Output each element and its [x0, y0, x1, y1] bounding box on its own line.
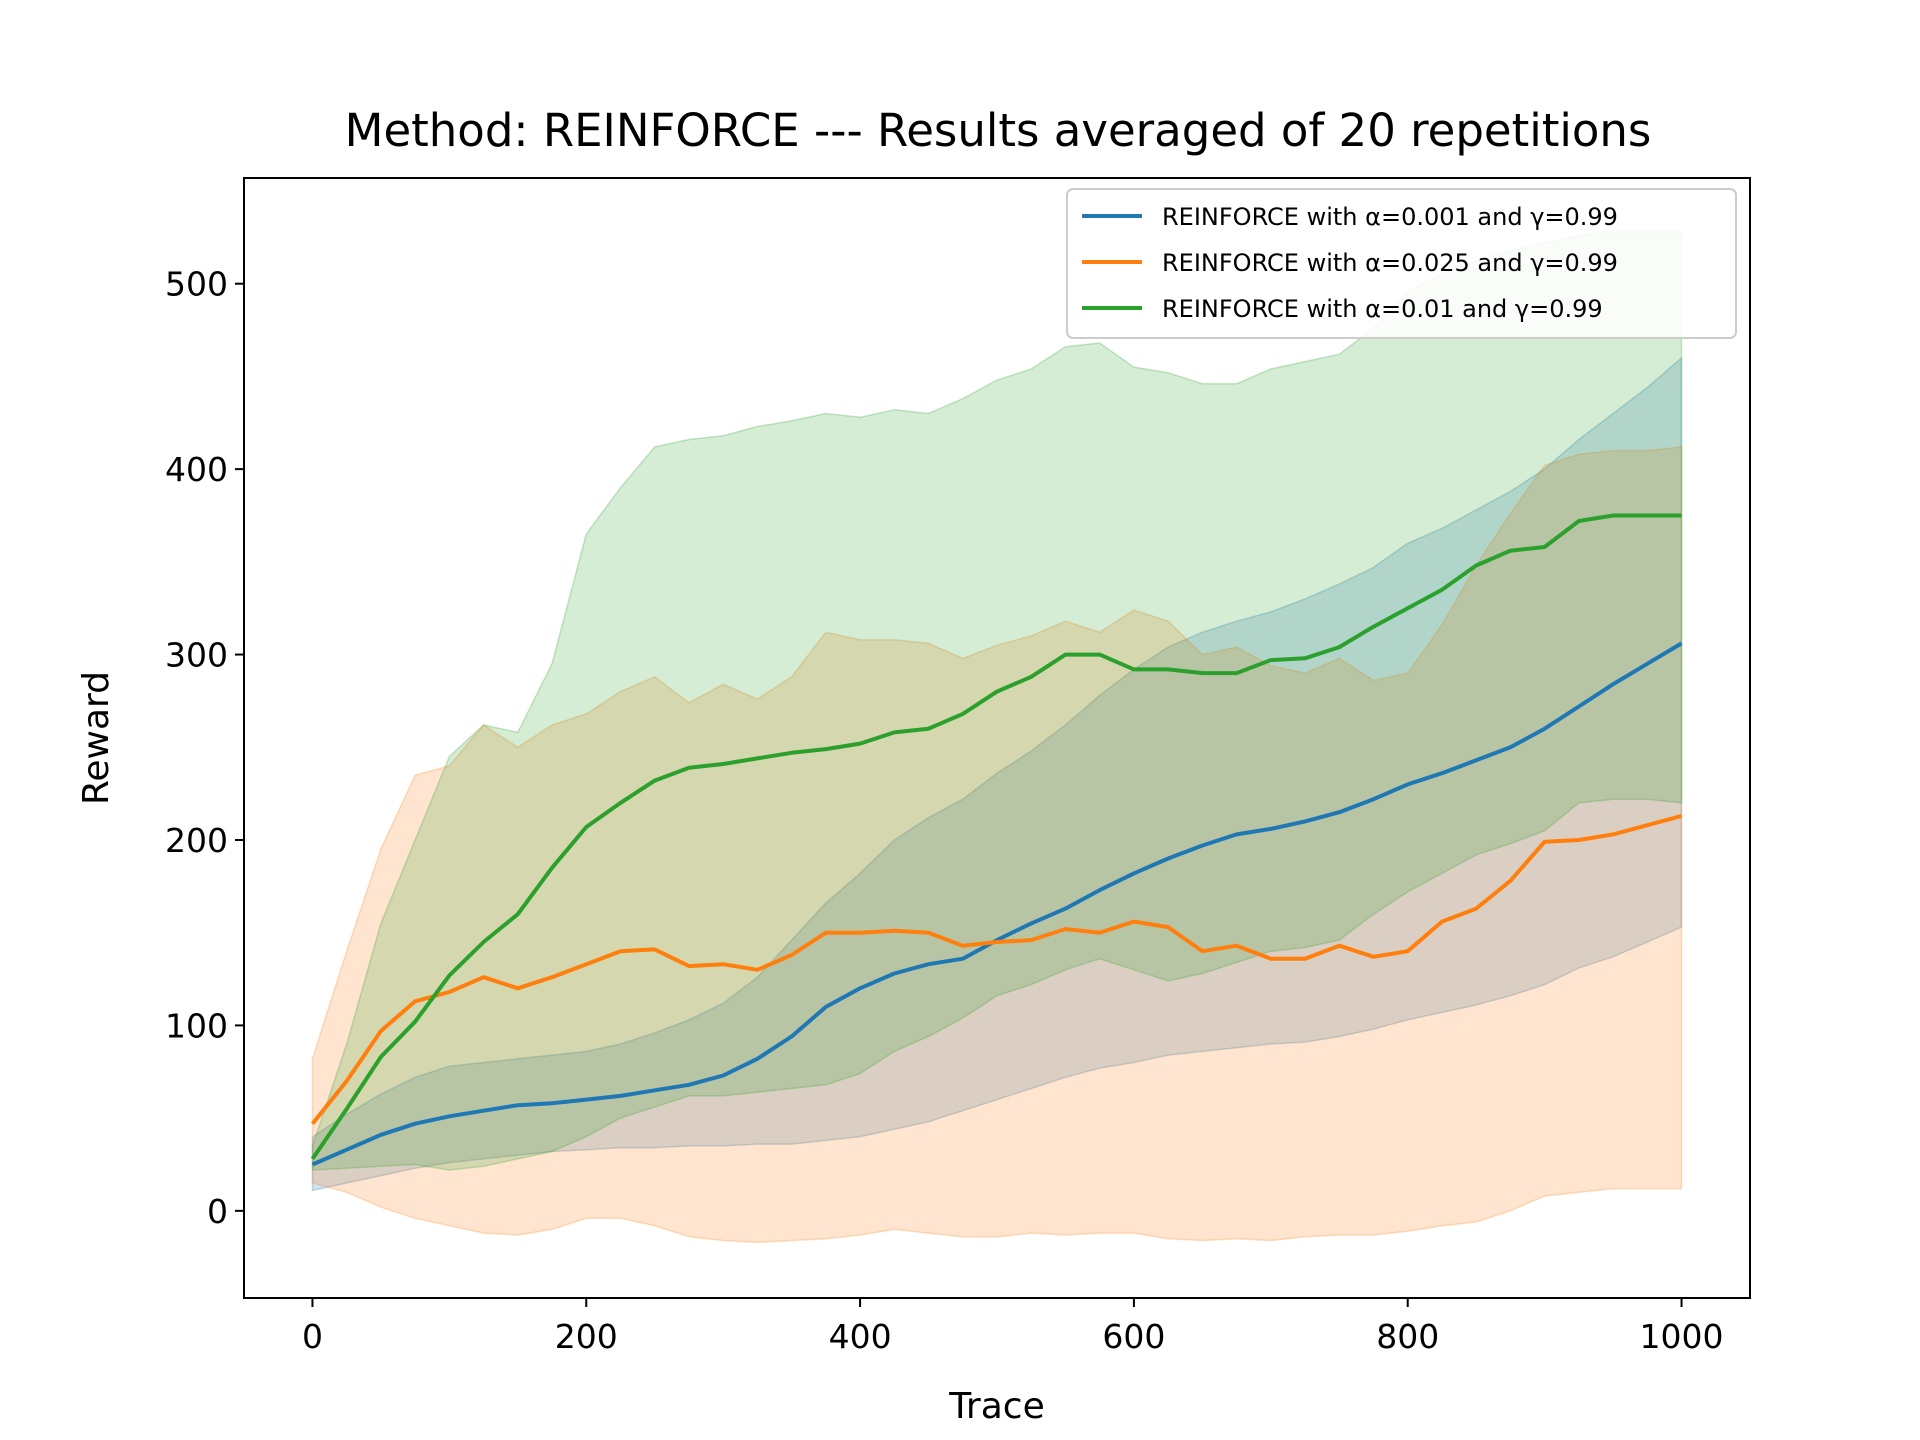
legend: REINFORCE with α=0.001 and γ=0.99 REINFOR…	[1067, 189, 1736, 338]
legend-label-3: REINFORCE with α=0.01 and γ=0.99	[1162, 295, 1603, 323]
y-tick-label: 0	[207, 1192, 228, 1231]
y-tick-label: 500	[165, 265, 228, 304]
x-axis-label: Trace	[948, 1386, 1045, 1427]
x-tick-label: 400	[829, 1317, 892, 1356]
x-tick-label: 1000	[1640, 1317, 1724, 1356]
y-axis-label: Reward	[76, 671, 117, 805]
y-tick-label: 100	[165, 1006, 228, 1045]
x-tick-label: 0	[302, 1317, 323, 1356]
x-tick-label: 200	[555, 1317, 618, 1356]
y-tick-label: 300	[165, 636, 228, 675]
x-tick-label: 600	[1102, 1317, 1165, 1356]
x-tick-label: 800	[1376, 1317, 1439, 1356]
y-tick-label: 400	[165, 450, 228, 489]
y-tick-label: 200	[165, 821, 228, 860]
legend-label-1: REINFORCE with α=0.001 and γ=0.99	[1162, 203, 1618, 231]
legend-label-2: REINFORCE with α=0.025 and γ=0.99	[1162, 249, 1618, 277]
chart-title: Method: REINFORCE --- Results averaged o…	[345, 104, 1652, 157]
